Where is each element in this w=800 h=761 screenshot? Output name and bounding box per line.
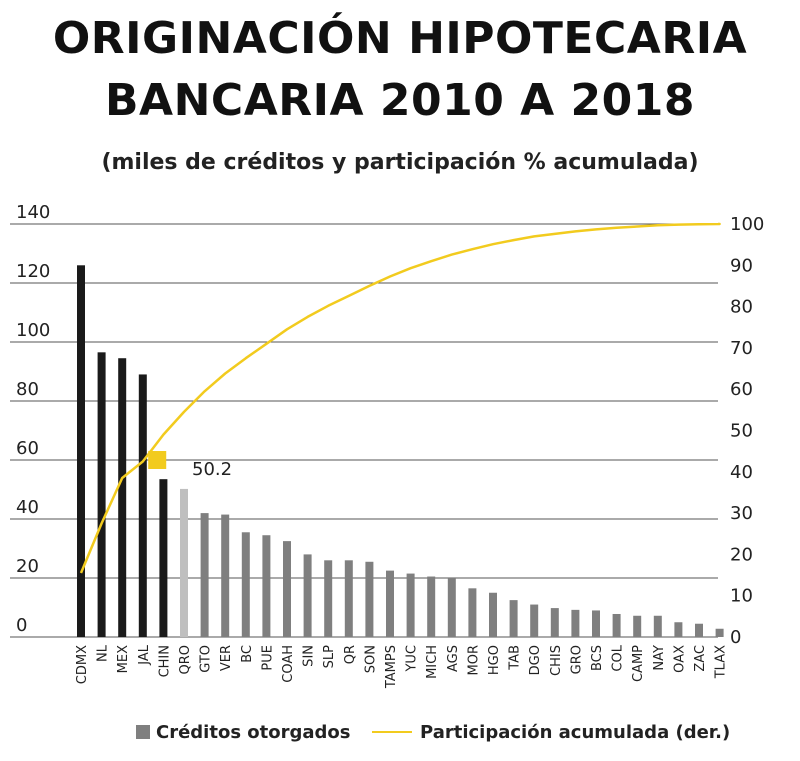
y-left-tick-label: 60 xyxy=(16,438,39,459)
x-tick-label: SON xyxy=(363,645,378,673)
bar xyxy=(200,513,209,637)
chart-title-line-2: BANCARIA 2010 A 2018 xyxy=(105,75,695,126)
bar xyxy=(283,541,291,637)
bar xyxy=(159,479,168,637)
annotation-label: 50.2 xyxy=(192,459,232,480)
bar xyxy=(571,609,580,637)
y-left-tick-label: 140 xyxy=(16,202,50,223)
x-tick-label: BCS xyxy=(590,645,605,671)
y-right-tick-label: 40 xyxy=(730,462,753,483)
bar xyxy=(344,560,353,637)
y-left-tick-label: 120 xyxy=(16,261,50,282)
bar xyxy=(386,570,394,637)
x-tick-label: SIN xyxy=(302,645,317,667)
cumulative-line xyxy=(79,222,721,574)
x-tick-label: PUE xyxy=(260,645,275,671)
x-tick-label: CHIN xyxy=(157,645,172,677)
bar xyxy=(633,615,642,637)
y-right-tick-label: 80 xyxy=(730,297,753,318)
y-right-tick-label: 100 xyxy=(730,214,764,235)
y-right-tick-label: 20 xyxy=(730,544,753,565)
bar xyxy=(468,588,477,637)
legend-item-line: Participación acumulada (der.) xyxy=(372,722,730,743)
bar xyxy=(509,600,518,637)
x-tick-label: JAL xyxy=(137,644,152,665)
bar xyxy=(427,576,436,637)
x-tick-label: COAH xyxy=(281,645,296,683)
chart-subtitle: (miles de créditos y participación % acu… xyxy=(101,150,699,175)
bar xyxy=(715,628,724,637)
x-tick-label: YUC xyxy=(405,645,420,673)
legend-line-swatch xyxy=(372,731,412,733)
bar xyxy=(180,488,188,637)
bar xyxy=(241,532,250,637)
y-right-tick-label: 50 xyxy=(730,421,753,442)
x-tick-label: NAY xyxy=(652,645,667,671)
y-right-tick-label: 70 xyxy=(730,338,753,359)
x-tick-label: MOR xyxy=(466,645,481,675)
x-tick-label: TLAX xyxy=(714,645,729,679)
bar xyxy=(592,610,600,637)
y-left-tick-label: 20 xyxy=(16,556,39,577)
bar xyxy=(303,554,312,637)
bar xyxy=(324,560,333,637)
x-tick-label: TAMPS xyxy=(384,645,399,689)
y-left-tick-label: 0 xyxy=(16,615,27,636)
x-tick-label: ZAC xyxy=(693,645,708,672)
x-tick-label: CDMX xyxy=(75,645,90,684)
legend-item-bars: Créditos otorgados xyxy=(136,722,351,743)
bar xyxy=(221,514,230,637)
bar xyxy=(653,615,662,637)
bar xyxy=(530,604,539,637)
x-tick-label: TAB xyxy=(508,645,523,671)
bar xyxy=(97,352,106,637)
x-tick-label: COL xyxy=(611,644,626,671)
bar xyxy=(262,535,271,637)
x-tick-label: NL xyxy=(96,644,111,662)
y-right-tick-label: 10 xyxy=(730,586,753,607)
x-tick-label: CHIS xyxy=(549,645,564,676)
x-tick-label: DGO xyxy=(528,645,543,675)
y-right-tick-label: 90 xyxy=(730,255,753,276)
bar xyxy=(447,578,456,637)
x-tick-label: GTO xyxy=(199,645,214,673)
x-tick-label: QR xyxy=(343,645,358,664)
x-tick-label: OAX xyxy=(672,645,687,673)
legend-line-label: Participación acumulada (der.) xyxy=(420,722,731,743)
legend-bars-label: Créditos otorgados xyxy=(156,722,351,743)
chart-title-line-1: ORIGINACIÓN HIPOTECARIA xyxy=(52,13,748,64)
y-right-tick-label: 0 xyxy=(730,627,741,648)
x-tick-label: VER xyxy=(219,645,234,671)
y-left-tick-label: 100 xyxy=(16,320,50,341)
bar xyxy=(550,608,559,637)
bar xyxy=(365,561,374,637)
x-tick-label: CAMP xyxy=(631,645,646,682)
x-tick-label: AGS xyxy=(446,645,461,672)
bar xyxy=(406,573,415,637)
bar xyxy=(612,613,621,637)
bar xyxy=(695,623,703,637)
bar xyxy=(138,374,147,637)
x-tick-label: MEX xyxy=(116,645,131,673)
x-tick-label: HGO xyxy=(487,645,502,675)
bar xyxy=(118,358,127,637)
legend-bar-swatch xyxy=(136,725,150,739)
x-tick-label: MICH xyxy=(425,645,440,679)
y-left-tick-label: 40 xyxy=(16,497,39,518)
bar xyxy=(77,265,85,637)
x-tick-label: GRO xyxy=(569,645,584,674)
highlight-marker xyxy=(148,451,167,469)
y-right-tick-label: 30 xyxy=(730,503,753,524)
bar xyxy=(489,592,497,637)
bar xyxy=(674,622,683,637)
y-right-tick-label: 60 xyxy=(730,379,753,400)
x-tick-label: BC xyxy=(240,645,255,663)
x-tick-label: SLP xyxy=(322,645,337,668)
y-left-tick-label: 80 xyxy=(16,379,39,400)
x-tick-label: QRO xyxy=(178,645,193,675)
